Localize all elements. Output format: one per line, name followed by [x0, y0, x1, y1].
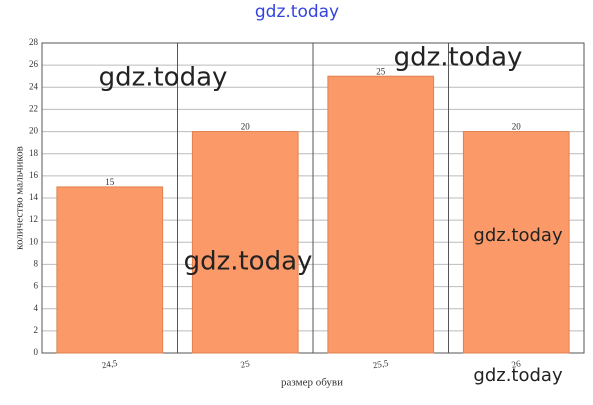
x-tick-label: 24,5: [101, 358, 119, 371]
value-label: 25: [376, 66, 386, 76]
watermark: gdz.today: [473, 365, 563, 386]
y-tick-label: 0: [34, 347, 39, 357]
watermark: gdz.today: [255, 2, 339, 22]
bar: [462, 131, 570, 354]
bar: [327, 75, 435, 354]
y-tick-label: 22: [29, 103, 38, 113]
y-tick-label: 20: [29, 126, 39, 136]
watermark: gdz.today: [99, 63, 228, 93]
value-label: 20: [241, 122, 251, 132]
bar: [56, 186, 164, 354]
x-axis-label: размер обуви: [281, 377, 343, 389]
y-tick-label: 28: [29, 37, 39, 47]
x-tick-label: 26: [511, 358, 522, 369]
value-label: 15: [105, 177, 115, 187]
x-tick-label: 25: [240, 358, 251, 369]
y-tick-label: 6: [34, 281, 39, 291]
y-tick-label: 18: [29, 148, 39, 158]
y-tick-label: 4: [34, 303, 39, 313]
watermark: gdz.today: [394, 43, 523, 73]
y-tick-label: 16: [29, 170, 39, 180]
y-tick-label: 2: [34, 325, 39, 335]
value-label: 20: [512, 122, 522, 132]
y-axis-label: количество мальчиков: [14, 146, 26, 250]
plot-frame: [41, 42, 585, 354]
y-tick-label: 12: [29, 214, 38, 224]
y-tick-label: 8: [34, 258, 39, 268]
bar: [191, 131, 299, 354]
y-tick-label: 26: [29, 59, 39, 69]
x-tick-label: 25,5: [372, 358, 390, 371]
y-tick-label: 14: [29, 192, 39, 202]
y-tick-label: 24: [29, 81, 39, 91]
y-tick-label: 10: [29, 236, 39, 246]
watermark: gdz.today: [184, 247, 313, 277]
watermark: gdz.today: [473, 225, 563, 246]
